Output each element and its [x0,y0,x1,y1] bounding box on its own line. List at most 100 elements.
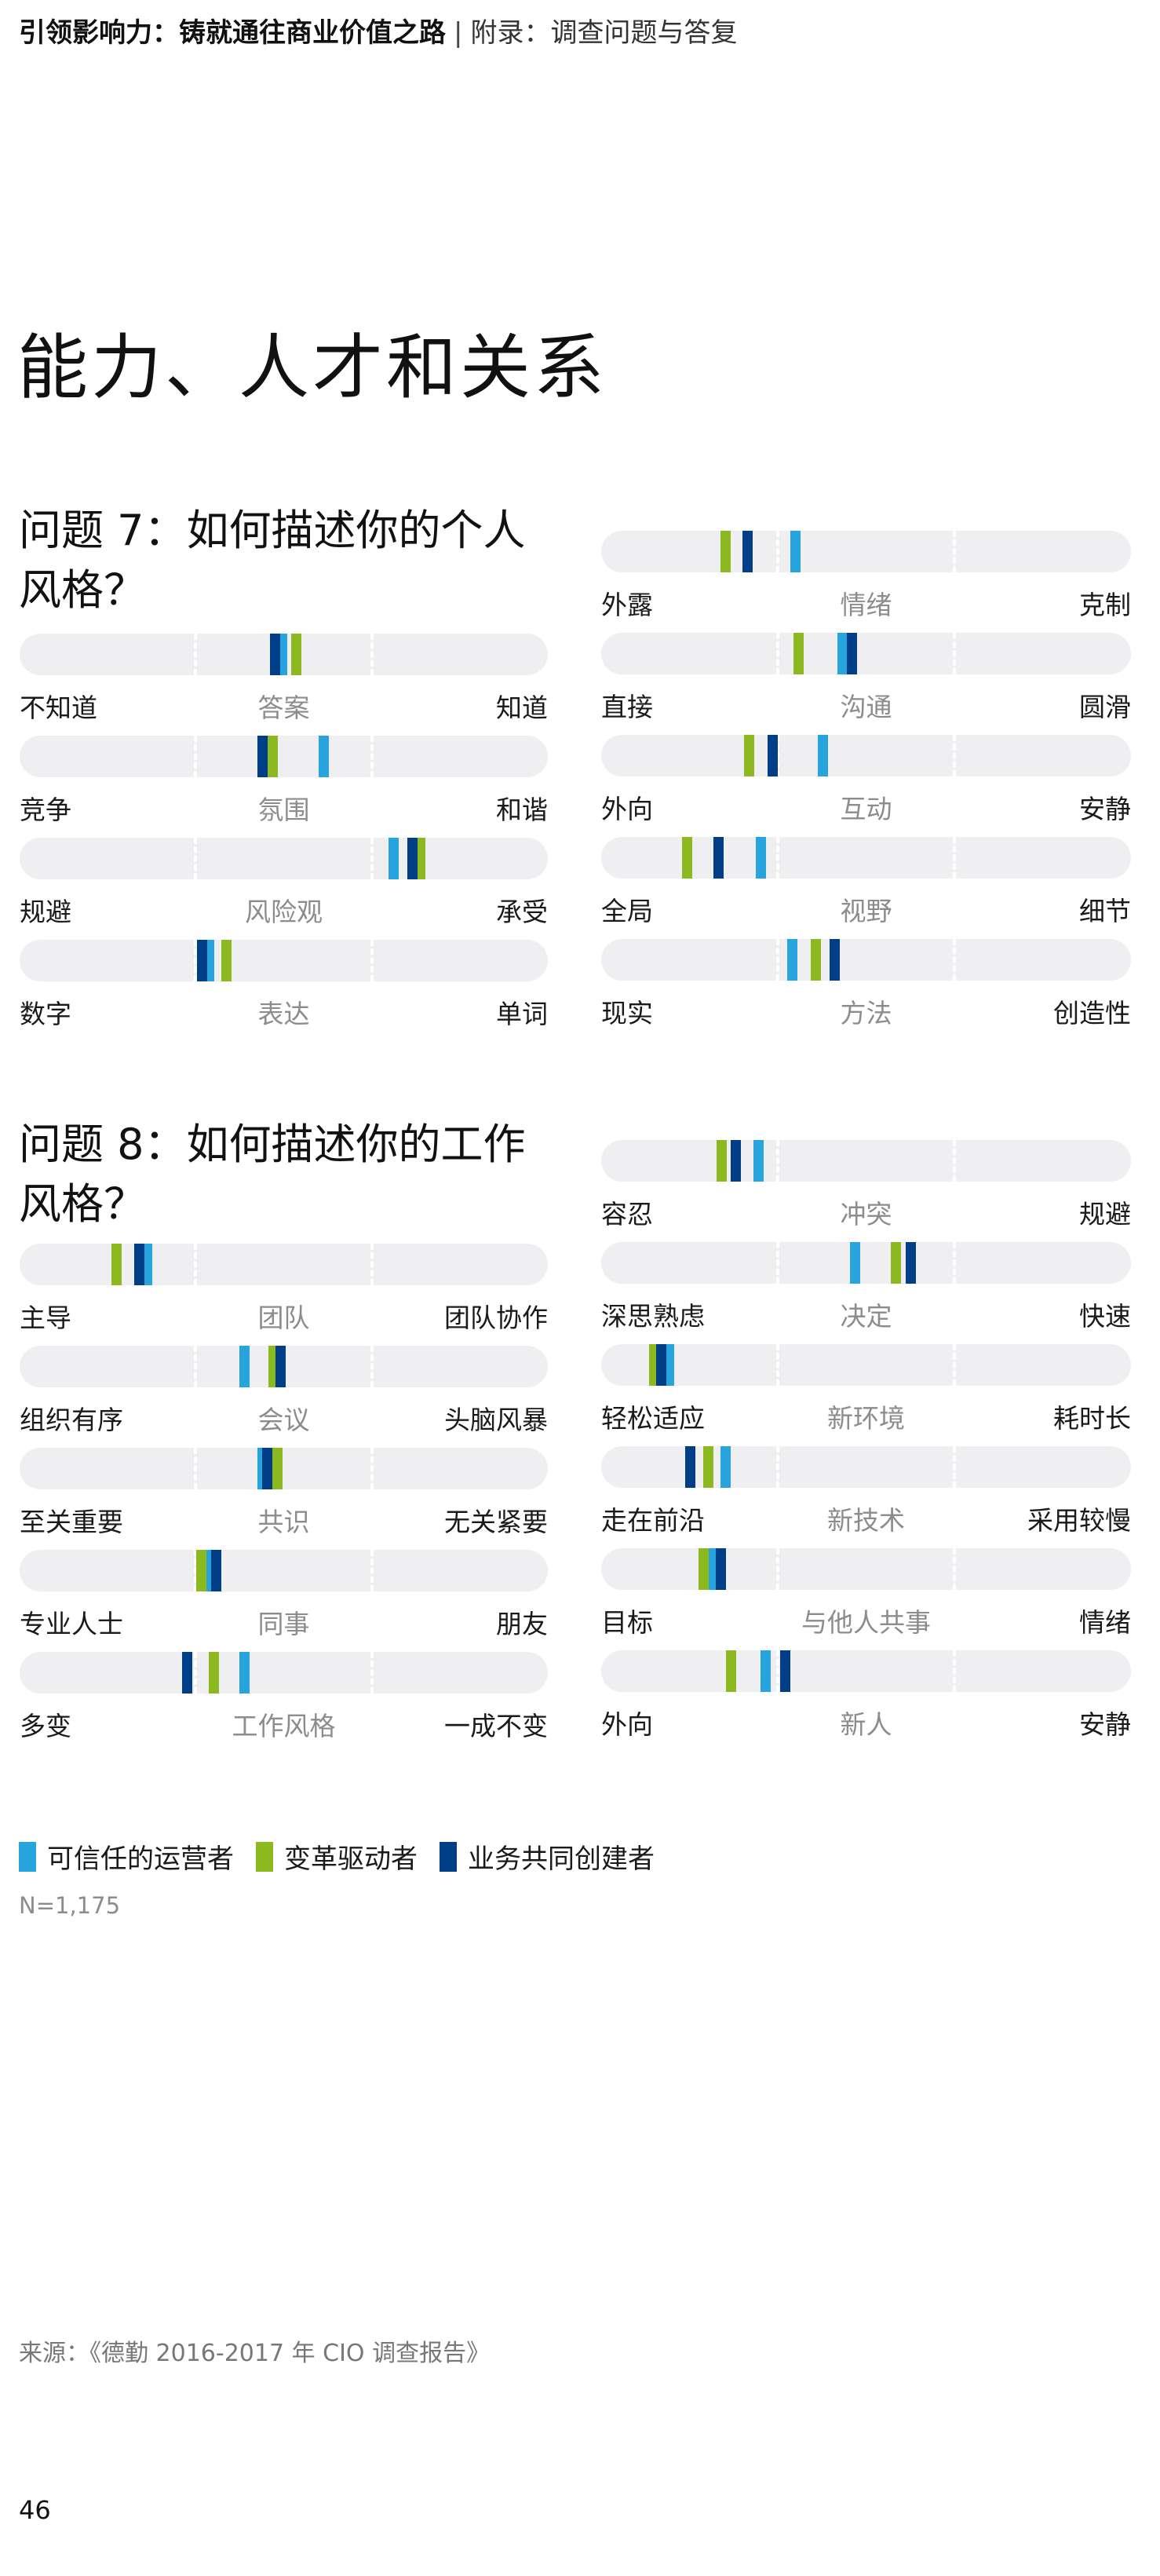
scale-label-right: 安静 [1079,1709,1131,1740]
scale-label-center: 情绪 [840,590,892,620]
page-number: 46 [19,2495,51,2525]
marker-business-cocreator [181,1652,192,1694]
marker-change-instigator [725,1650,736,1692]
running-header: 引领影响力：铸就通往商业价值之路 | 附录：调查问题与答复 [19,11,737,49]
marker-trusted-operator [849,1242,860,1284]
scale-label-right: 采用较慢 [1027,1505,1131,1536]
scale-label-center: 表达 [257,999,310,1029]
legend-label: 变革驱动者 [284,1843,418,1875]
slider-track [601,735,1131,776]
scale-label-center: 共识 [257,1507,310,1537]
gridline-divider [194,838,198,879]
marker-trusted-operator [755,837,766,879]
gridline-divider [776,1242,779,1284]
slider-track [20,1346,548,1387]
slider-track [20,736,548,777]
scale-label-center: 工作风格 [232,1711,336,1741]
marker-change-instigator [698,1548,709,1590]
slider-track [601,1344,1131,1386]
gridline-divider [776,1548,779,1590]
gridline-divider [370,940,374,981]
legend-item-change-instigator: 变革驱动者 [256,1837,418,1876]
slider-track [20,634,548,675]
marker-business-cocreator [768,735,779,776]
scale-label-center: 风险观 [245,897,323,927]
scale-label-right: 克制 [1079,590,1131,620]
legend: 可信任的运营者 变革驱动者 业务共同创建者 [19,1837,666,1876]
marker-change-instigator [681,837,692,879]
marker-trusted-operator [790,531,801,572]
scale-label-center: 方法 [840,998,892,1029]
scale-label-left: 走在前沿 [601,1505,705,1536]
marker-business-cocreator [742,531,753,572]
marker-change-instigator [415,838,426,879]
scale-label-left: 轻松适应 [601,1403,705,1434]
scale-label-right: 单词 [496,999,548,1029]
gridline-divider [953,735,956,776]
gridline-divider [953,633,956,674]
scale-label-right: 圆滑 [1079,692,1131,722]
marker-change-instigator [717,1140,728,1182]
legend-item-business-cocreator: 业务共同创建者 [440,1837,655,1876]
slider-track [601,1548,1131,1590]
marker-change-instigator [221,940,232,981]
gridline-divider [370,1346,374,1387]
gridline-divider [776,1446,779,1488]
gridline-divider [776,1344,779,1386]
section-title: 能力、人才和关系 [17,327,607,409]
marker-change-instigator [267,736,278,777]
gridline-divider [194,1550,198,1591]
slider-track [601,1242,1131,1284]
slider-track [20,838,548,879]
marker-business-cocreator [906,1242,917,1284]
scale-label-left: 不知道 [20,692,97,723]
scale-label-right: 朋友 [496,1609,548,1639]
gridline-divider [370,1244,374,1285]
legend-swatch [256,1841,273,1872]
scale-label-right: 安静 [1079,794,1131,824]
marker-change-instigator [208,1652,219,1694]
marker-change-instigator [743,735,754,776]
gridline-divider [194,1448,198,1489]
scale-label-center: 新人 [840,1709,892,1740]
marker-change-instigator [793,633,804,674]
gridline-divider [953,837,956,879]
gridline-divider [776,1650,779,1692]
scale-label-center: 新技术 [827,1505,905,1536]
scale-label-right: 细节 [1079,896,1131,926]
scale-label-center: 会议 [257,1405,310,1435]
legend-swatch [440,1841,457,1872]
marker-trusted-operator [787,939,797,981]
marker-change-instigator [702,1446,713,1488]
scale-label-left: 直接 [601,692,653,722]
scale-label-center: 互动 [840,794,892,824]
marker-business-cocreator [713,837,724,879]
gridline-divider [370,634,374,675]
marker-trusted-operator [720,1446,731,1488]
legend-label: 可信任的运营者 [47,1843,234,1875]
marker-business-cocreator [847,633,858,674]
source-note: 来源：《德勤 2016-2017 年 CIO 调查报告》 [19,2340,491,2367]
marker-trusted-operator [706,1548,717,1590]
scale-label-left: 至关重要 [20,1507,123,1537]
question-7-title: 问题 7：如何描述你的个人风格？ [19,506,526,615]
scale-label-center: 氛围 [257,795,310,825]
scale-label-right: 无关紧要 [444,1507,548,1537]
gridline-divider [370,1652,374,1694]
gridline-divider [370,1448,374,1489]
legend-label: 业务共同创建者 [468,1843,655,1875]
marker-change-instigator [195,1550,206,1591]
scale-label-left: 容忍 [601,1199,653,1230]
slider-track [601,1446,1131,1488]
slider-track [20,1652,548,1694]
gridline-divider [776,1140,779,1182]
scale-label-center: 新环境 [827,1403,905,1434]
gridline-divider [776,837,779,879]
marker-business-cocreator [655,1344,666,1386]
slider-track [601,531,1131,572]
scale-label-right: 承受 [496,897,548,927]
marker-trusted-operator [753,1140,764,1182]
gridline-divider [370,838,374,879]
slider-track [601,1140,1131,1182]
scale-label-right: 一成不变 [444,1711,548,1741]
